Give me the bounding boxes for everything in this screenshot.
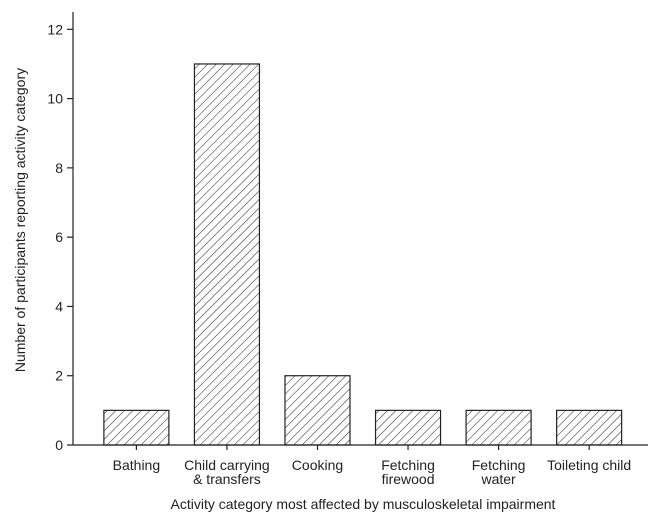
bar (556, 409, 623, 446)
bar (193, 63, 261, 446)
y-tick-label: 2 (55, 368, 63, 384)
x-tick-label: Bathing (113, 457, 160, 473)
bar (284, 375, 351, 446)
x-tick-label: Toileting child (547, 457, 631, 473)
axes-layer (67, 12, 648, 450)
y-axis-label: Number of participants reporting activit… (12, 68, 28, 372)
y-tick-label: 0 (55, 437, 63, 453)
y-tick-label: 6 (55, 229, 63, 245)
bars-layer (103, 63, 623, 446)
x-axis-label: Activity category most affected by muscu… (171, 496, 556, 512)
x-tick-label: Child carrying & transfers (184, 457, 270, 487)
bar (374, 409, 442, 446)
y-tick-label: 12 (47, 21, 63, 37)
x-tick-label: Cooking (292, 457, 343, 473)
bar (465, 409, 532, 446)
y-tick-label: 8 (55, 160, 63, 176)
bar (103, 409, 170, 446)
y-tick-label: 4 (55, 298, 63, 314)
x-tick-label: Fetching firewood (381, 457, 435, 487)
x-tick-label: Fetching water (472, 457, 526, 487)
labels-layer: 0 2 4 6 8 10 12 Bathing Child carrying & transfer… (47, 21, 631, 487)
y-tick-label: 10 (47, 91, 63, 107)
